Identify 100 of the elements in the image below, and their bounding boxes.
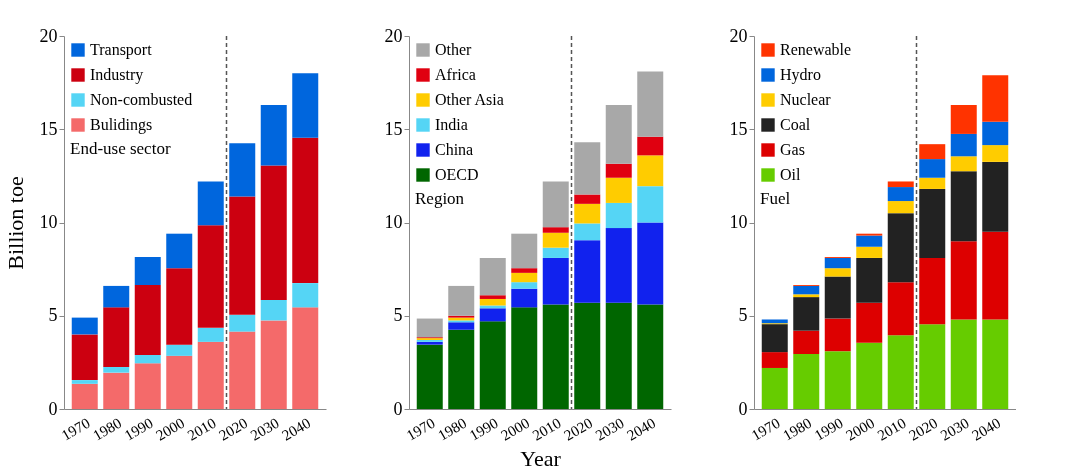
bar: [542, 232, 569, 248]
bar: [950, 241, 977, 320]
x-axis-title: Year: [520, 446, 562, 472]
bar: [982, 319, 1009, 409]
bar: [761, 367, 788, 409]
legend-title: Fuel: [760, 189, 791, 208]
bar: [793, 353, 820, 409]
bar: [982, 231, 1009, 320]
y-tick-label: 20: [384, 25, 403, 46]
legend-label: Hydro: [780, 66, 821, 84]
y-tick-label: 15: [39, 118, 58, 139]
bar: [479, 305, 506, 309]
bar: [71, 380, 98, 384]
bar: [761, 352, 788, 368]
bar: [292, 283, 319, 308]
bar: [887, 335, 914, 409]
bar: [166, 268, 193, 345]
legend-label: Renewable: [780, 41, 852, 58]
bar: [134, 354, 161, 364]
bar: [887, 201, 914, 214]
bar: [761, 324, 788, 353]
bar: [292, 137, 319, 284]
bar: [982, 161, 1009, 232]
bar: [824, 351, 851, 409]
bar: [919, 188, 946, 258]
bar: [574, 302, 601, 409]
bar: [919, 177, 946, 189]
y-tick-label: 15: [729, 118, 748, 139]
bar: [605, 163, 632, 178]
bar: [824, 268, 851, 277]
bar: [605, 202, 632, 229]
bar: [856, 342, 883, 409]
bar: [982, 145, 1009, 162]
bar: [260, 165, 287, 300]
bar: [542, 227, 569, 233]
bar: [166, 233, 193, 269]
bar: [542, 304, 569, 409]
x-tick-label: 2040: [969, 414, 1004, 444]
bar: [824, 257, 851, 269]
bar: [71, 334, 98, 381]
bar: [605, 105, 632, 164]
bar: [479, 308, 506, 322]
bar: [197, 327, 224, 342]
bar: [166, 355, 193, 409]
x-tick-label: 2040: [624, 414, 659, 444]
x-tick-label: 1970: [403, 414, 438, 444]
bar: [134, 257, 161, 285]
bar: [637, 155, 664, 187]
bar: [260, 299, 287, 321]
bar: [134, 363, 161, 409]
y-tick-label: 20: [729, 25, 748, 46]
y-tick-label: 5: [393, 305, 403, 326]
bar: [950, 156, 977, 172]
y-tick-label: 10: [39, 212, 58, 232]
bar: [574, 223, 601, 241]
bar: [134, 284, 161, 355]
bar: [761, 319, 788, 324]
x-tick-label: 1970: [748, 414, 783, 444]
legend-label: Other Asia: [435, 91, 504, 108]
y-tick-label: 20: [39, 25, 58, 46]
bar: [292, 73, 319, 138]
bar: [416, 344, 443, 409]
legend-label: Transport: [90, 41, 153, 59]
bar: [950, 105, 977, 134]
bar: [542, 247, 569, 258]
bar: [605, 228, 632, 303]
bar: [637, 71, 664, 137]
bar: [887, 213, 914, 283]
bar: [637, 136, 664, 156]
y-tick-label: 0: [393, 398, 403, 419]
x-tick-label: 1970: [58, 414, 93, 444]
bar: [511, 233, 538, 269]
bar: [166, 344, 193, 356]
y-tick-label: 10: [729, 212, 748, 232]
bar: [479, 257, 506, 296]
bar: [260, 105, 287, 166]
bar: [416, 318, 443, 338]
bar: [511, 288, 538, 308]
bar: [637, 222, 664, 305]
bar: [919, 324, 946, 409]
legend-label: OECD: [435, 166, 479, 183]
bar: [856, 246, 883, 258]
bar: [511, 307, 538, 409]
bar: [511, 272, 538, 283]
legend-label: India: [435, 116, 468, 133]
bar: [103, 307, 130, 368]
y-tick-label: 10: [384, 212, 403, 232]
legend-label: Africa: [435, 66, 476, 83]
bar: [982, 121, 1009, 146]
bar: [229, 143, 256, 197]
y-axis-title: Billion toe: [2, 176, 28, 270]
bar: [887, 181, 914, 188]
bar: [856, 257, 883, 303]
bar: [856, 235, 883, 247]
bar: [824, 276, 851, 319]
y-tick-label: 0: [48, 398, 58, 419]
bar: [511, 282, 538, 289]
bar: [793, 285, 820, 295]
bar: [950, 319, 977, 409]
bar: [574, 142, 601, 195]
